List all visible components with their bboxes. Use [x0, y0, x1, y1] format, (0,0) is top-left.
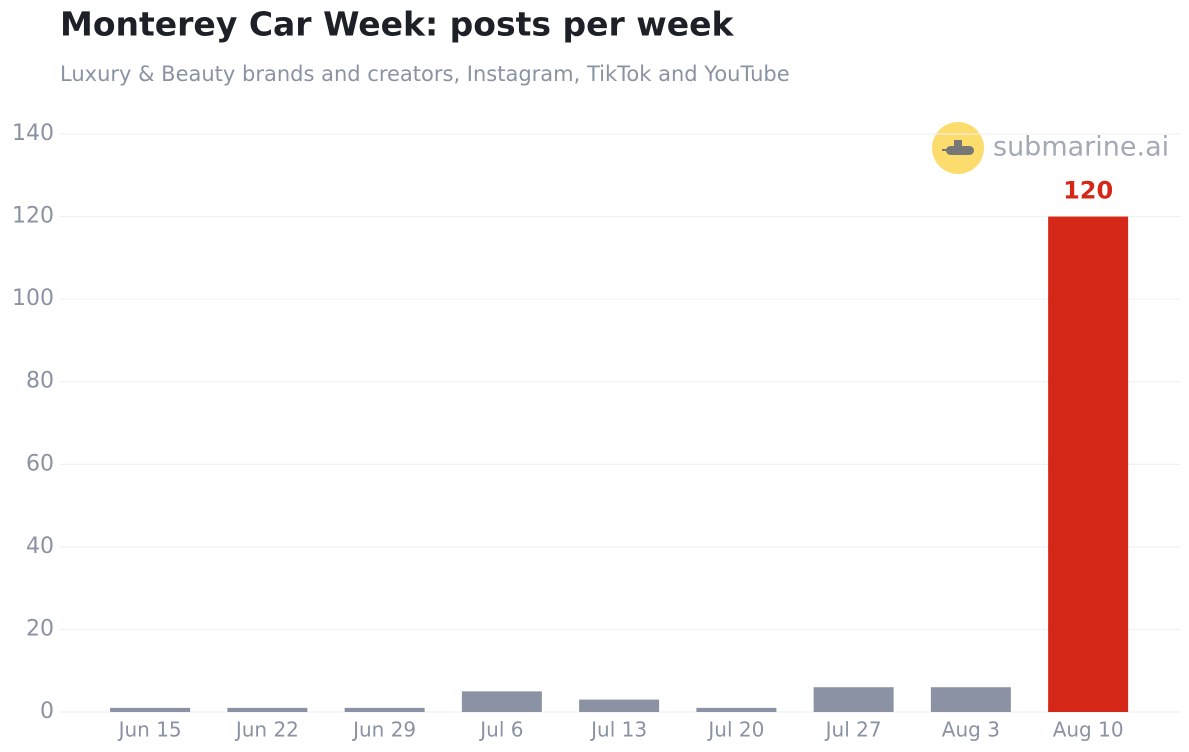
- x-tick-label: Jul 27: [824, 718, 882, 742]
- y-tick-label: 20: [26, 616, 54, 641]
- y-tick-label: 40: [26, 534, 54, 559]
- x-tick-label: Jun 29: [351, 718, 416, 742]
- y-tick-label: 120: [12, 204, 54, 229]
- logo: [932, 122, 984, 174]
- x-tick-label: Jul 20: [706, 718, 764, 742]
- x-tick-label: Jul 13: [589, 718, 647, 742]
- bar: [579, 699, 660, 712]
- y-tick-label: 140: [12, 121, 54, 146]
- y-tick-label: 80: [26, 369, 54, 394]
- x-tick-label: Jun 15: [117, 718, 182, 742]
- x-tick-label: Aug 10: [1053, 718, 1124, 742]
- x-tick-label: Aug 3: [942, 718, 1000, 742]
- logo-sub: [946, 146, 974, 155]
- logo-tower: [954, 140, 962, 147]
- bar: [110, 707, 191, 712]
- bar: [227, 707, 308, 712]
- bar: [461, 691, 542, 712]
- x-tick-label: Jun 22: [234, 718, 299, 742]
- bar: [1048, 216, 1129, 713]
- x-tick-label: Jul 6: [478, 718, 523, 742]
- y-tick-label: 100: [12, 286, 54, 311]
- y-tick-label: 0: [40, 699, 54, 724]
- bar: [930, 687, 1011, 712]
- value-label: 120: [1063, 177, 1113, 205]
- chart-title: Monterey Car Week: posts per week: [60, 5, 735, 44]
- chart-subtitle: Luxury & Beauty brands and creators, Ins…: [60, 62, 790, 86]
- bar: [696, 707, 777, 712]
- bar: [344, 707, 425, 712]
- bar: [813, 687, 894, 712]
- watermark: submarine.ai: [993, 132, 1169, 163]
- y-tick-label: 60: [26, 451, 54, 476]
